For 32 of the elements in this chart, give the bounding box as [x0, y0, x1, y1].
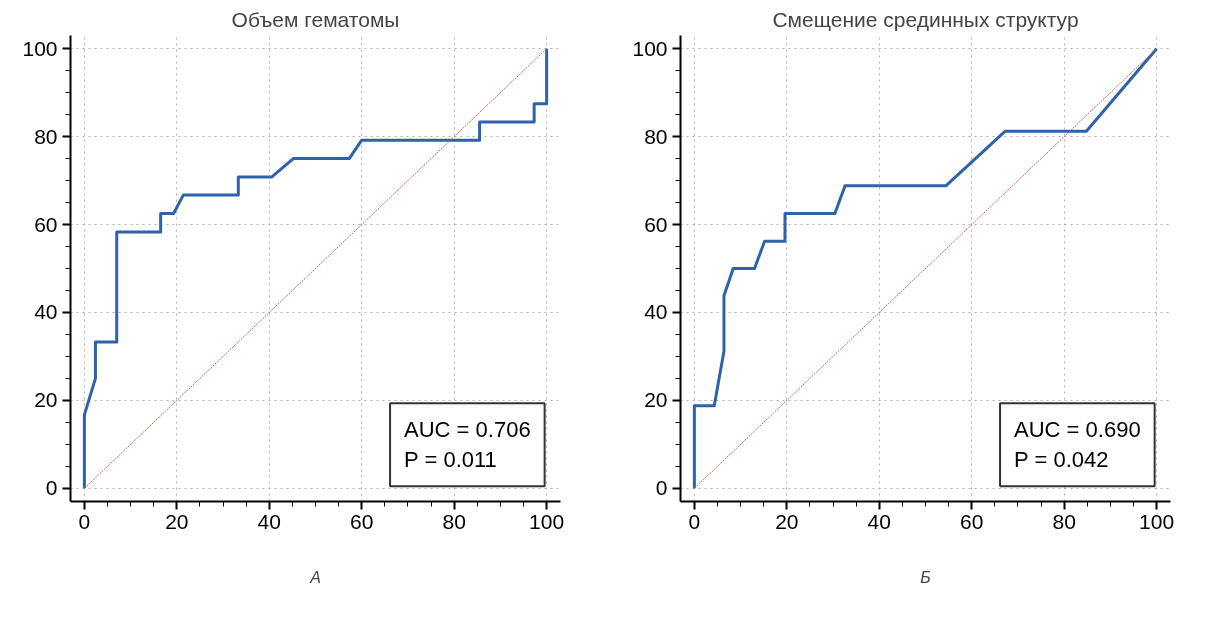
annotation: P = 0.011	[404, 447, 497, 473]
x-tick-label: 40	[257, 509, 281, 533]
x-tick-label: 100	[1139, 509, 1175, 533]
x-tick-label: 20	[165, 509, 189, 533]
y-tick-label: 60	[34, 212, 58, 236]
x-tick-label: 20	[775, 509, 799, 533]
text: А	[309, 568, 321, 586]
x-tick-label: 60	[960, 509, 984, 533]
y-tick-label: 60	[644, 212, 668, 236]
chart-title: Объем гематомы	[231, 7, 400, 31]
y-tick-label: 80	[34, 124, 58, 148]
x-tick-label: 40	[867, 509, 891, 533]
y-tick-label: 20	[644, 388, 668, 412]
x-tick-label: 60	[350, 509, 374, 533]
y-tick-label: 100	[632, 36, 668, 60]
y-tick-label: 40	[34, 300, 58, 324]
y-tick-label: 20	[34, 388, 58, 412]
y-tick-label: 100	[22, 36, 58, 60]
x-tick-label: 0	[78, 509, 91, 533]
annotation: AUC = 0.690	[1014, 417, 1141, 443]
x-tick-label: 80	[1052, 509, 1076, 533]
x-tick-label: 0	[688, 509, 701, 533]
y-tick-label: 40	[644, 300, 668, 324]
x-tick-label: 100	[529, 509, 565, 533]
y-tick-label: 0	[655, 476, 668, 500]
chart-title: Смещение срединных структур	[772, 7, 1079, 31]
text: Б	[920, 568, 931, 586]
annotation: P = 0.042	[1014, 447, 1109, 473]
x-tick-label: 80	[442, 509, 466, 533]
annotation: AUC = 0.706	[404, 417, 531, 443]
y-tick-label: 80	[644, 124, 668, 148]
y-tick-label: 0	[45, 476, 58, 500]
